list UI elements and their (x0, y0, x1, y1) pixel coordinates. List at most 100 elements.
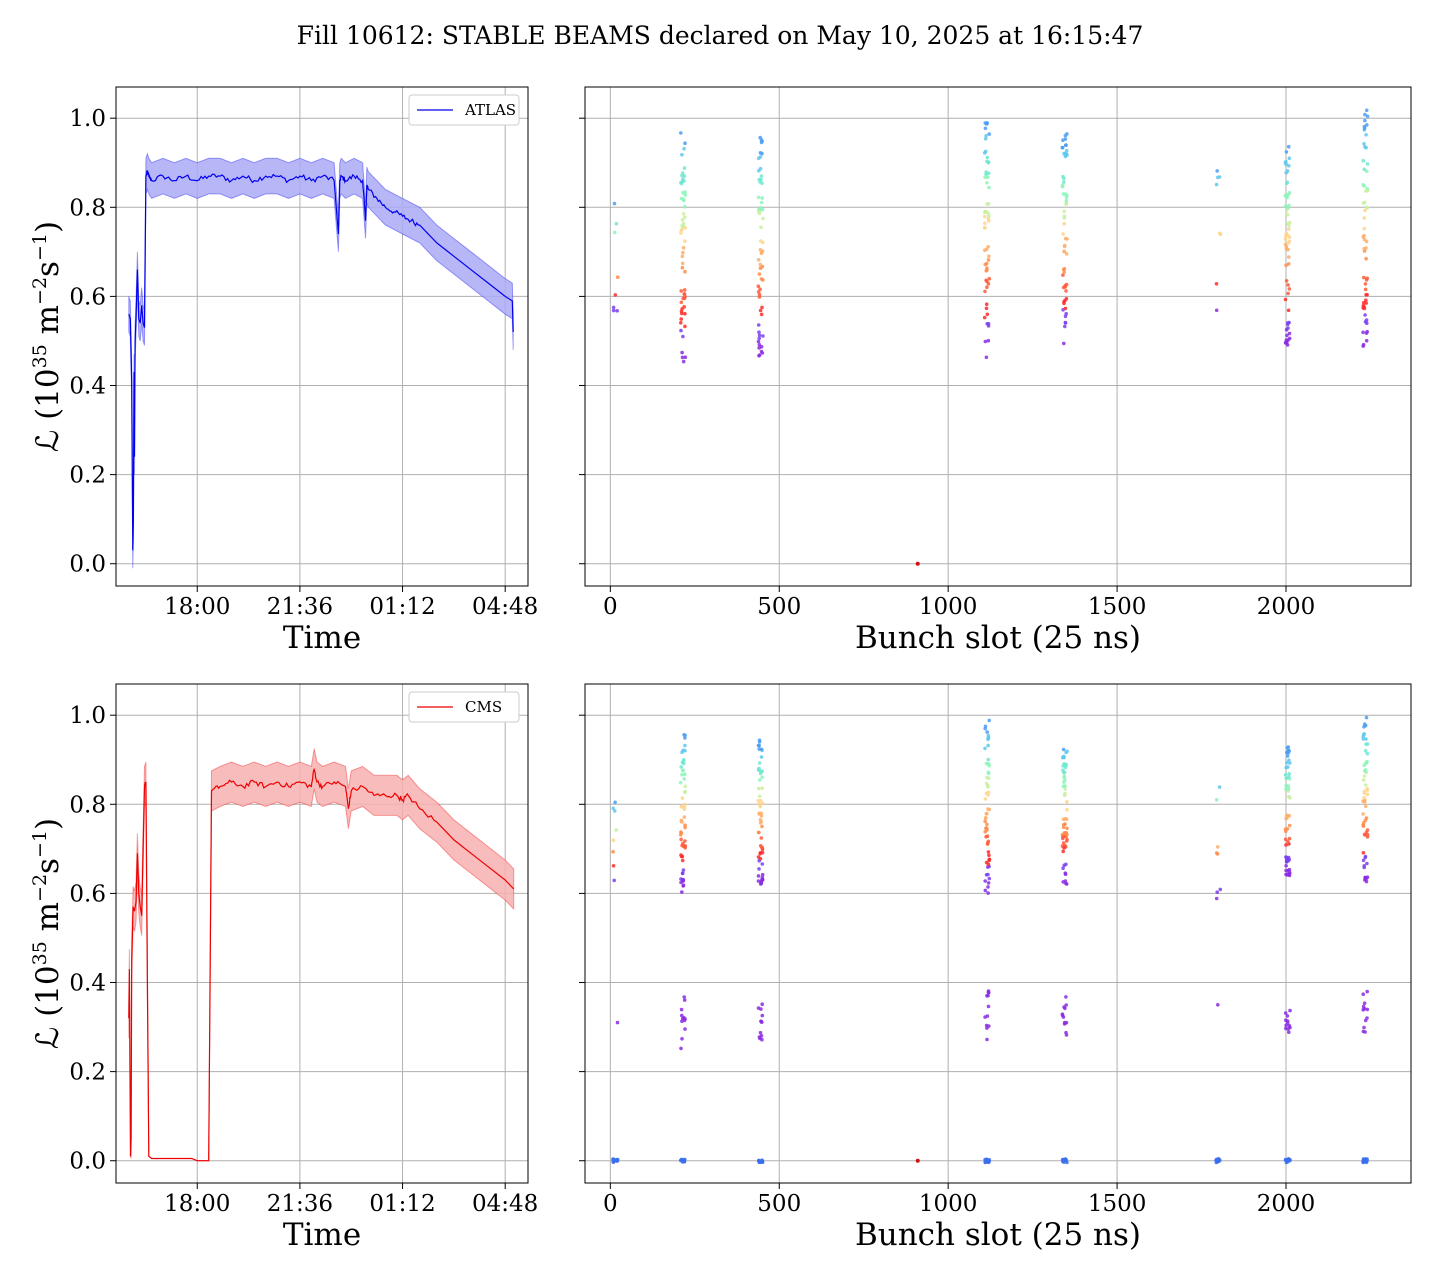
bunch-point (1363, 723, 1368, 728)
bunch-point (613, 800, 617, 805)
bunch-point (1062, 180, 1066, 184)
y-axis-label-superscript: −2 (29, 277, 51, 305)
bunch-point (1287, 823, 1292, 828)
bunch-point (1365, 114, 1370, 119)
legend-label: ATLAS (464, 101, 516, 119)
bunch-point (987, 876, 992, 881)
xtick-label: 500 (757, 1191, 801, 1217)
bunch-point (679, 818, 684, 823)
bunch-point (982, 226, 987, 230)
bunch-point (681, 359, 686, 364)
bunch-point (986, 322, 991, 326)
bunch-point-zero (1215, 1157, 1219, 1162)
bunch-point (1287, 758, 1291, 762)
bunch-point (758, 248, 763, 252)
bunch-point (679, 309, 684, 314)
bunch-point (757, 336, 761, 341)
bunch-point (1363, 320, 1368, 324)
bunch-point (1365, 759, 1369, 764)
bunch-point (1286, 227, 1291, 231)
bunch-point (1062, 214, 1067, 218)
bunch-point (987, 857, 992, 862)
bunch-point (679, 328, 683, 333)
xtick-label: 01:12 (369, 594, 435, 620)
bunch-point (1364, 256, 1368, 261)
bunch-point (683, 239, 687, 243)
bunch-point (678, 833, 683, 837)
bunch-point (680, 772, 684, 777)
panel-frame (115, 683, 529, 1184)
ytick-label: 0.6 (69, 284, 106, 310)
bunch-point (611, 308, 616, 313)
bunch-point (681, 224, 685, 229)
bunch-point (760, 824, 764, 829)
bunch-point (1214, 896, 1219, 901)
bunch-point (1062, 249, 1066, 254)
bunch-point (760, 862, 765, 866)
bunch-point (986, 850, 991, 854)
bunch-point (760, 786, 764, 791)
bunch-point (1365, 329, 1369, 334)
bunch-point (681, 868, 686, 872)
bunch-point (757, 330, 761, 335)
bunch-point (756, 195, 761, 200)
bunch-point (612, 201, 617, 206)
bunch-point (683, 823, 687, 827)
bunch-point (1363, 818, 1368, 822)
bunch-point (983, 149, 988, 154)
bunch-point (1061, 273, 1065, 277)
bunch-point (986, 175, 990, 179)
bunch-point (760, 351, 765, 355)
bunch-point (680, 890, 684, 894)
bunch-point (683, 193, 688, 197)
bunch-point (679, 228, 683, 233)
bunch-point (758, 856, 763, 861)
bunch-point-low (983, 1015, 987, 1019)
bunch-point-low (680, 1013, 684, 1018)
bunch-point (679, 837, 683, 842)
bunch-point-low (987, 1024, 991, 1028)
bunch-point (1361, 737, 1366, 741)
bunch-point (985, 155, 990, 160)
bunch-point (983, 289, 987, 294)
bunch-point (759, 200, 764, 205)
bunch-point (1217, 785, 1222, 789)
bunch-point (1363, 875, 1368, 880)
bunch-point (986, 216, 991, 221)
bunch-point (1286, 338, 1290, 342)
bunch-point (679, 131, 683, 135)
bunch-point (679, 196, 684, 201)
bunch-point (683, 355, 688, 360)
y-axis-label-superscript: −1 (29, 830, 51, 858)
ytick-label: 0.2 (69, 463, 106, 489)
bunch-point (1363, 282, 1368, 286)
bunch-point (680, 350, 684, 355)
bunch-point (756, 156, 761, 161)
bunch-point (1287, 191, 1292, 195)
bunch-point (757, 295, 762, 299)
bunch-point-zero (1361, 1160, 1365, 1164)
bunch-point (760, 305, 764, 310)
bunch-point (615, 309, 619, 313)
bunch-point (1361, 300, 1366, 305)
bunch-point (1287, 255, 1291, 259)
bunch-point-isolated (915, 1158, 920, 1163)
bunch-point (683, 790, 687, 795)
xtick-label: 0 (603, 1191, 618, 1217)
bunch-point (758, 262, 763, 267)
bunch-point (611, 864, 616, 868)
series-line (128, 170, 514, 551)
bunch-point-low (1288, 1008, 1292, 1013)
bunch-point (1362, 142, 1366, 146)
bunch-point (985, 834, 990, 838)
bunch-point-low (1365, 989, 1369, 994)
bunch-point (1065, 832, 1069, 837)
bunch-point (756, 339, 761, 344)
bunch-point-low (683, 1027, 687, 1031)
bunch-point-zero (611, 1157, 615, 1161)
bunch-point (1361, 812, 1365, 816)
bunch-point (758, 821, 763, 825)
xtick-label: 18:00 (164, 1191, 230, 1217)
bunch-point (1362, 832, 1367, 837)
bunch-point (760, 240, 765, 245)
